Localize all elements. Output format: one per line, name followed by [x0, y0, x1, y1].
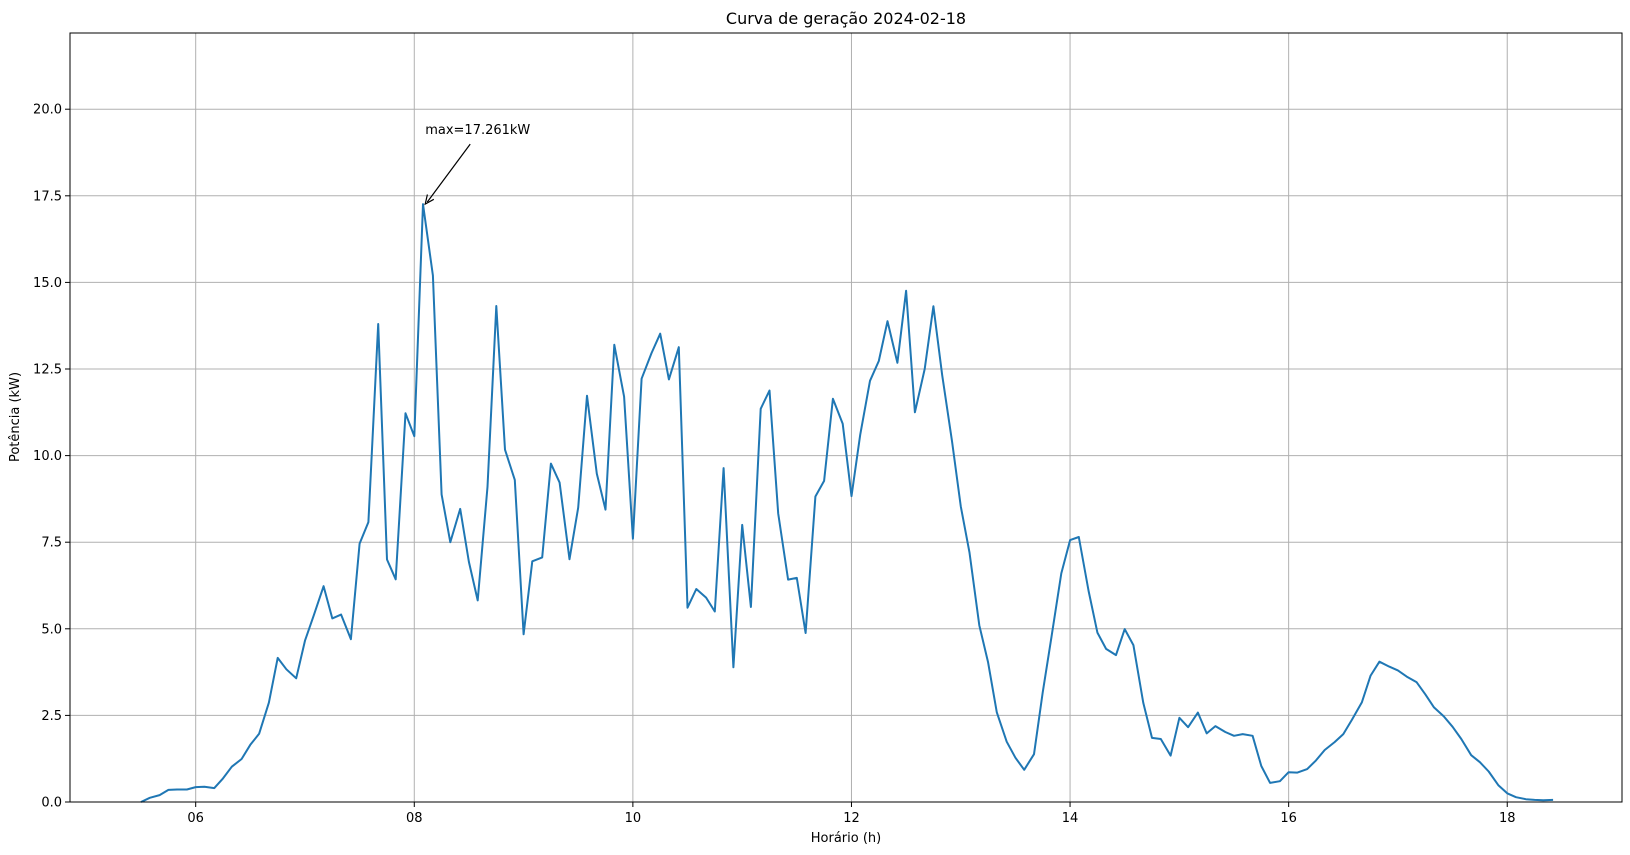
- y-tick-label: 17.5: [33, 189, 62, 204]
- x-tick-label: 16: [1280, 811, 1297, 826]
- ticks: 06 08 10 12 14 16 18 0.0 2.5 5.0 7.5 10.0 12.5 15.0 17…: [33, 103, 1515, 826]
- x-tick-label: 10: [625, 811, 642, 826]
- y-tick-label: 5.0: [41, 622, 62, 637]
- x-axis-label: Horário (h): [811, 831, 881, 846]
- y-tick-label: 2.5: [41, 709, 62, 724]
- y-tick-label: 10.0: [33, 449, 62, 464]
- annotation-arrowhead: [424, 194, 435, 206]
- power-line: [140, 203, 1554, 803]
- x-tick-label: 08: [406, 811, 423, 826]
- x-tick-label: 18: [1499, 811, 1516, 826]
- data-series: [140, 203, 1554, 803]
- plot-frame: [69, 32, 1623, 803]
- grid: [70, 33, 1622, 803]
- y-tick-label: 12.5: [33, 363, 62, 378]
- axes: [69, 32, 1623, 803]
- max-annotation: max=17.261kW: [424, 123, 530, 206]
- y-tick-label: 0.0: [41, 796, 62, 811]
- y-tick-label: 15.0: [33, 276, 62, 291]
- y-tick-label: 7.5: [41, 536, 62, 551]
- x-tick-label: 06: [187, 811, 204, 826]
- x-tick-label: 14: [1062, 811, 1079, 826]
- y-axis-label: Potência (kW): [8, 372, 23, 462]
- chart-title: Curva de geração 2024-02-18: [726, 9, 966, 28]
- annotation-arrow: [426, 143, 471, 203]
- y-tick-label: 20.0: [33, 103, 62, 118]
- annotation-label: max=17.261kW: [425, 123, 530, 138]
- x-tick-label: 12: [843, 811, 860, 826]
